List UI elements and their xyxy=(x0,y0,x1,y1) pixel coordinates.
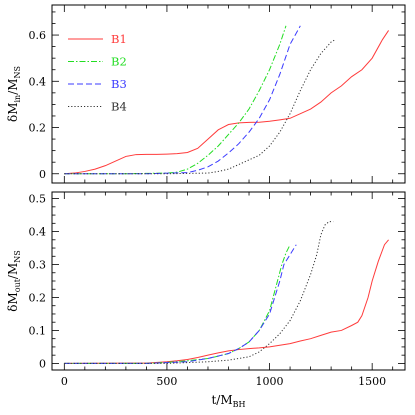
legend-label-b2: B2 xyxy=(111,55,127,69)
series-line-b3 xyxy=(64,25,301,175)
panel-2: 0 0.1 0.2 0.3 0.4 0.5 δMout/MNS 0 500 1000 1500 t/M… xyxy=(6,191,406,409)
y-tick-label: 0.5 xyxy=(29,193,47,206)
y-tick-label: 0.2 xyxy=(29,291,47,304)
x-tick-label: 500 xyxy=(156,375,177,388)
plot-frame xyxy=(51,191,406,371)
series-line-b4 xyxy=(64,39,336,175)
legend-label-b3: B3 xyxy=(111,77,127,91)
panel-1: 0 0.2 0.4 0.6 δMin/MNS B1 B2 B3 B4 xyxy=(6,4,406,184)
legend-label-b4: B4 xyxy=(111,100,127,114)
y-tick-label: 0.2 xyxy=(29,122,47,135)
x-tick-label: 1500 xyxy=(358,375,386,388)
series-line-b4 xyxy=(64,221,334,364)
x-tick-label: 0 xyxy=(61,375,68,388)
y-axis-label: δMout/MNS xyxy=(6,250,22,312)
legend-label-b1: B1 xyxy=(111,32,127,46)
y-axis-label: δMin/MNS xyxy=(6,66,22,122)
series-line-b1 xyxy=(64,239,389,364)
x-tick-label: 1000 xyxy=(256,375,284,388)
y-tick-label: 0.4 xyxy=(29,226,47,239)
y-tick-label: 0.3 xyxy=(29,259,47,272)
y-tick-label: 0.4 xyxy=(29,75,47,88)
y-tick-label: 0.1 xyxy=(29,324,47,337)
y-tick-label: 0.6 xyxy=(29,29,47,42)
y-tick-label: 0 xyxy=(39,357,46,370)
series-line-b3 xyxy=(64,244,297,364)
legend: B1 B2 B3 B4 xyxy=(68,32,127,114)
plot-frame xyxy=(51,4,406,184)
series-line-b2 xyxy=(64,25,287,175)
x-axis-label: t/MBH xyxy=(211,393,245,409)
series-line-b1 xyxy=(64,30,389,175)
series-line-b2 xyxy=(64,244,291,364)
y-tick-label: 0 xyxy=(39,168,46,181)
